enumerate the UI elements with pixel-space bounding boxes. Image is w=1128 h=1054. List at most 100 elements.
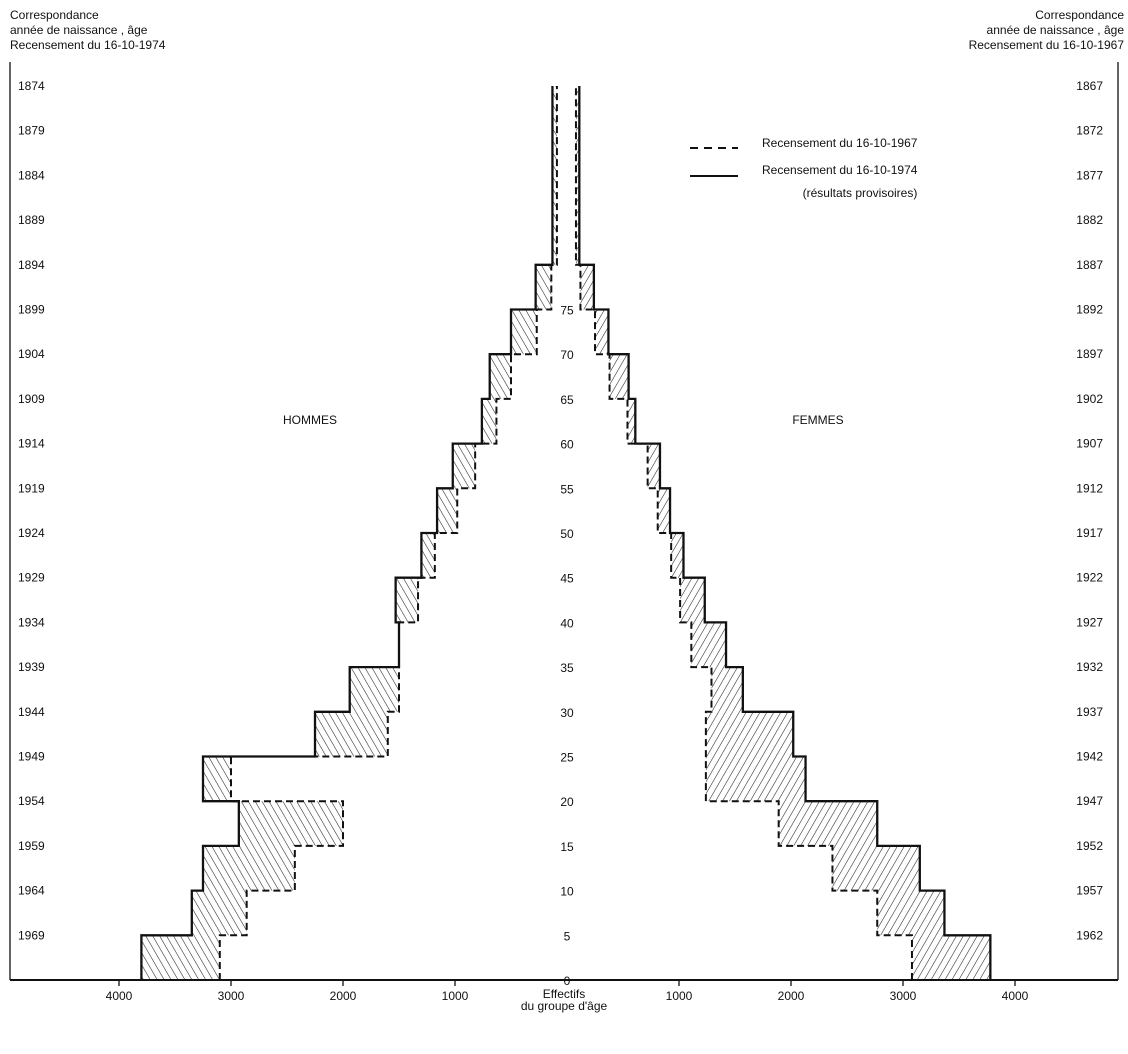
- age-tick-label: 30: [560, 706, 574, 720]
- men-side-label: HOMMES: [283, 413, 337, 427]
- birth-year-1974-label: 1919: [18, 481, 45, 495]
- birth-year-1967-label: 1962: [1076, 928, 1103, 942]
- birth-year-1974-label: 1969: [18, 928, 45, 942]
- birth-year-1967-label: 1917: [1076, 526, 1103, 540]
- birth-year-1967-label: 1912: [1076, 481, 1103, 495]
- header-left-line2: année de naissance , âge: [10, 23, 148, 37]
- women-difference-bar: [575, 130, 580, 176]
- men-difference-bar: [552, 220, 557, 265]
- women-difference-bar: [575, 175, 580, 221]
- birth-year-1974-label: 1964: [18, 884, 45, 898]
- women-difference-bar: [627, 398, 636, 444]
- header-left-line1: Correspondance: [10, 8, 99, 22]
- header-right-line3: Recensement du 16-10-1967: [968, 38, 1124, 52]
- birth-year-1967-label: 1892: [1076, 303, 1103, 317]
- women-difference-bar: [705, 711, 794, 757]
- birth-year-1974-label: 1894: [18, 258, 45, 272]
- men-difference-bar: [481, 398, 497, 444]
- age-tick-label: 5: [564, 929, 571, 943]
- men-difference-bar: [395, 577, 419, 623]
- women-difference-bar: [832, 845, 920, 891]
- legend-item-1974: Recensement du 16-10-1974: [762, 163, 918, 177]
- x-axis-label-line2: du groupe d'âge: [521, 999, 608, 1013]
- men-difference-bar: [511, 309, 537, 355]
- birth-year-1974-label: 1944: [18, 705, 45, 719]
- men-difference-bar: [552, 175, 557, 221]
- men-difference-bar: [349, 667, 399, 712]
- birth-year-1974-label: 1899: [18, 303, 45, 317]
- header-right-line1: Correspondance: [1035, 8, 1124, 22]
- women-difference-bar: [575, 86, 580, 131]
- birth-year-1974-label: 1884: [18, 168, 45, 182]
- x-tick-label: 4000: [1002, 989, 1029, 1003]
- birth-year-1967-label: 1952: [1076, 839, 1103, 853]
- men-1974-outline: [140, 86, 554, 980]
- x-tick-label: 1000: [442, 989, 469, 1003]
- men-difference-bar: [238, 801, 343, 846]
- header-left-line3: Recensement du 16-10-1974: [10, 38, 166, 52]
- birth-year-1967-label: 1872: [1076, 124, 1103, 138]
- men-difference-bar: [452, 443, 476, 489]
- birth-year-1967-label: 1922: [1076, 571, 1103, 585]
- birth-year-1967-label: 1877: [1076, 168, 1103, 182]
- men-difference-bar: [315, 711, 388, 757]
- age-tick-label: 10: [560, 885, 574, 899]
- women-difference-bar: [705, 756, 806, 802]
- men-1967-outline: [218, 86, 558, 980]
- birth-year-1974-label: 1879: [18, 124, 45, 138]
- age-tick-label: 50: [560, 527, 574, 541]
- women-difference-bar: [778, 801, 878, 846]
- women-difference-bar: [609, 354, 629, 399]
- age-tick-label: 75: [560, 304, 574, 318]
- age-tick-label: 0: [564, 974, 571, 988]
- women-difference-bar: [595, 309, 609, 355]
- age-tick-label: 60: [560, 438, 574, 452]
- women-difference-bar: [657, 488, 671, 533]
- women-difference-bar: [691, 622, 727, 668]
- birth-year-1974-label: 1914: [18, 437, 45, 451]
- birth-year-1967-label: 1937: [1076, 705, 1103, 719]
- men-difference-bar: [203, 845, 295, 891]
- men-difference-bar: [437, 488, 458, 533]
- birth-year-1967-label: 1887: [1076, 258, 1103, 272]
- men-difference-bar: [203, 756, 231, 802]
- age-tick-label: 55: [560, 482, 574, 496]
- men-difference-bar: [489, 354, 511, 399]
- legend-item-1974-sublabel: (résultats provisoires): [803, 186, 918, 200]
- men-difference-bar: [535, 264, 552, 310]
- age-tick-label: 25: [560, 751, 574, 765]
- birth-year-1967-label: 1882: [1076, 213, 1103, 227]
- women-difference-bar: [647, 443, 660, 489]
- women-1967-outline: [574, 86, 913, 980]
- x-tick-label: 3000: [890, 989, 917, 1003]
- header-right: Correspondance année de naissance , âge …: [969, 8, 1124, 53]
- age-tick-label: 65: [560, 393, 574, 407]
- age-tick-label: 35: [560, 661, 574, 675]
- birth-year-1974-label: 1909: [18, 392, 45, 406]
- men-difference-bar: [191, 890, 247, 936]
- men-difference-bar: [421, 533, 435, 578]
- women-difference-bar: [877, 890, 945, 936]
- x-tick-label: 1000: [666, 989, 693, 1003]
- birth-year-1974-label: 1904: [18, 347, 45, 361]
- birth-year-1967-label: 1942: [1076, 750, 1103, 764]
- women-difference-bar: [671, 533, 684, 578]
- birth-year-1967-label: 1907: [1076, 437, 1103, 451]
- x-tick-label: 2000: [330, 989, 357, 1003]
- age-tick-label: 20: [560, 795, 574, 809]
- birth-year-1974-label: 1954: [18, 794, 45, 808]
- men-difference-bar: [552, 86, 557, 131]
- header-right-line2: année de naissance , âge: [986, 23, 1124, 37]
- birth-year-1974-label: 1949: [18, 750, 45, 764]
- birth-year-1974-label: 1924: [18, 526, 45, 540]
- birth-year-1974-label: 1889: [18, 213, 45, 227]
- women-side-label: FEMMES: [792, 413, 843, 427]
- age-tick-label: 15: [560, 840, 574, 854]
- birth-year-1974-label: 1874: [18, 79, 45, 93]
- legend-item-1967: Recensement du 16-10-1967: [762, 136, 918, 150]
- birth-year-1974-label: 1929: [18, 571, 45, 585]
- age-tick-label: 45: [560, 572, 574, 586]
- birth-year-1974-label: 1959: [18, 839, 45, 853]
- birth-year-1967-label: 1927: [1076, 615, 1103, 629]
